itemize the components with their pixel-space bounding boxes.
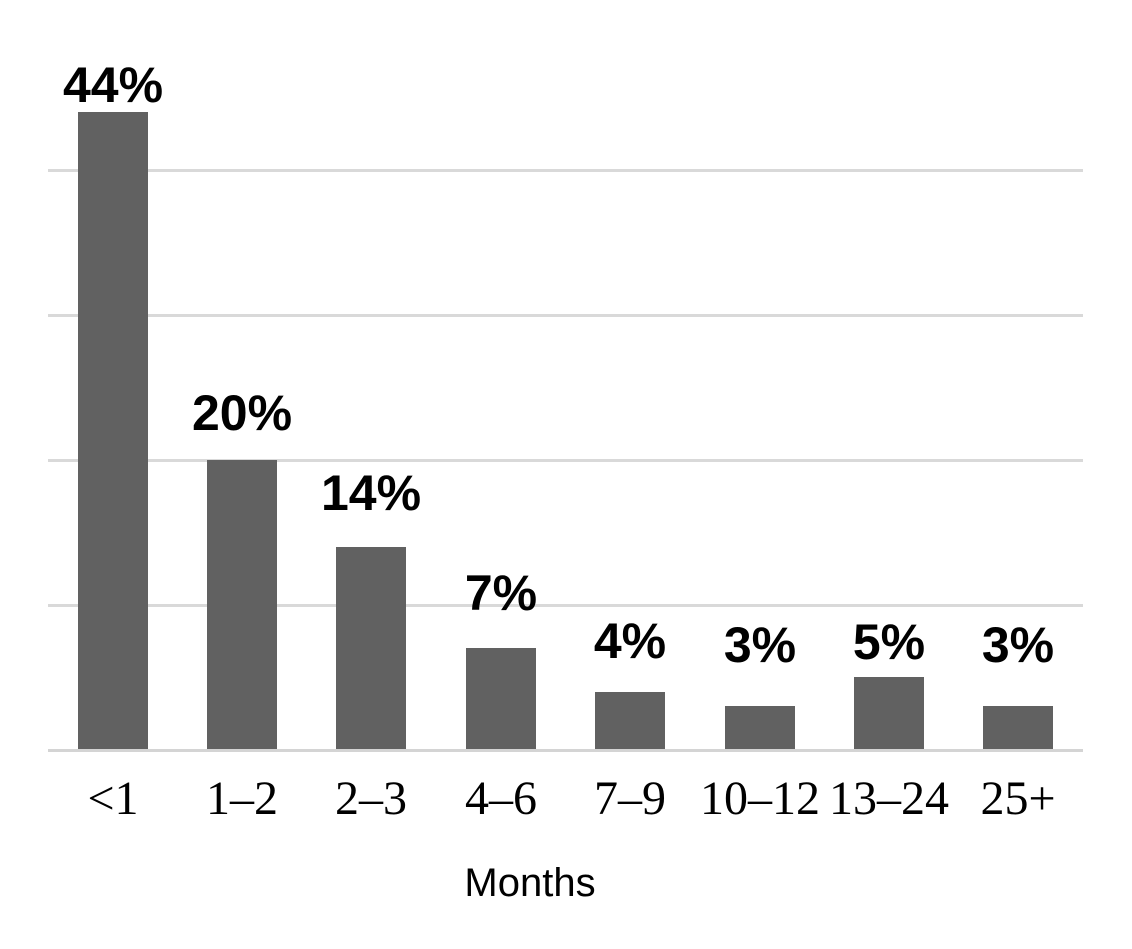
bar (595, 692, 665, 750)
bar-value-label: 20% (191, 385, 293, 441)
bar (854, 677, 924, 750)
bar-value-label: 14% (320, 465, 422, 521)
x-tick-label: 10–12 (700, 772, 820, 825)
bar (466, 648, 536, 750)
bar-value-label: 44% (62, 57, 164, 113)
x-tick-label: 13–24 (829, 772, 949, 825)
x-tick-label: 1–2 (206, 772, 278, 825)
gridline (48, 169, 1083, 172)
gridline (48, 314, 1083, 317)
bar-value-label: 3% (723, 617, 797, 673)
x-tick-label: 4–6 (465, 772, 537, 825)
x-axis-line (48, 749, 1083, 752)
bar (207, 460, 277, 750)
bar-value-label: 4% (593, 613, 667, 669)
gridline (48, 604, 1083, 607)
bar (336, 547, 406, 750)
bar (78, 112, 148, 750)
x-tick-label: <1 (87, 772, 139, 825)
x-axis-title: Months (464, 861, 596, 905)
gridline (48, 459, 1083, 462)
x-tick-label: 25+ (980, 772, 1056, 825)
bar (983, 706, 1053, 750)
bar-value-label: 5% (852, 614, 926, 670)
bar-value-label: 3% (981, 617, 1055, 673)
x-tick-label: 7–9 (594, 772, 666, 825)
x-tick-label: 2–3 (335, 772, 407, 825)
bar-value-label: 7% (464, 565, 538, 621)
bar (725, 706, 795, 750)
